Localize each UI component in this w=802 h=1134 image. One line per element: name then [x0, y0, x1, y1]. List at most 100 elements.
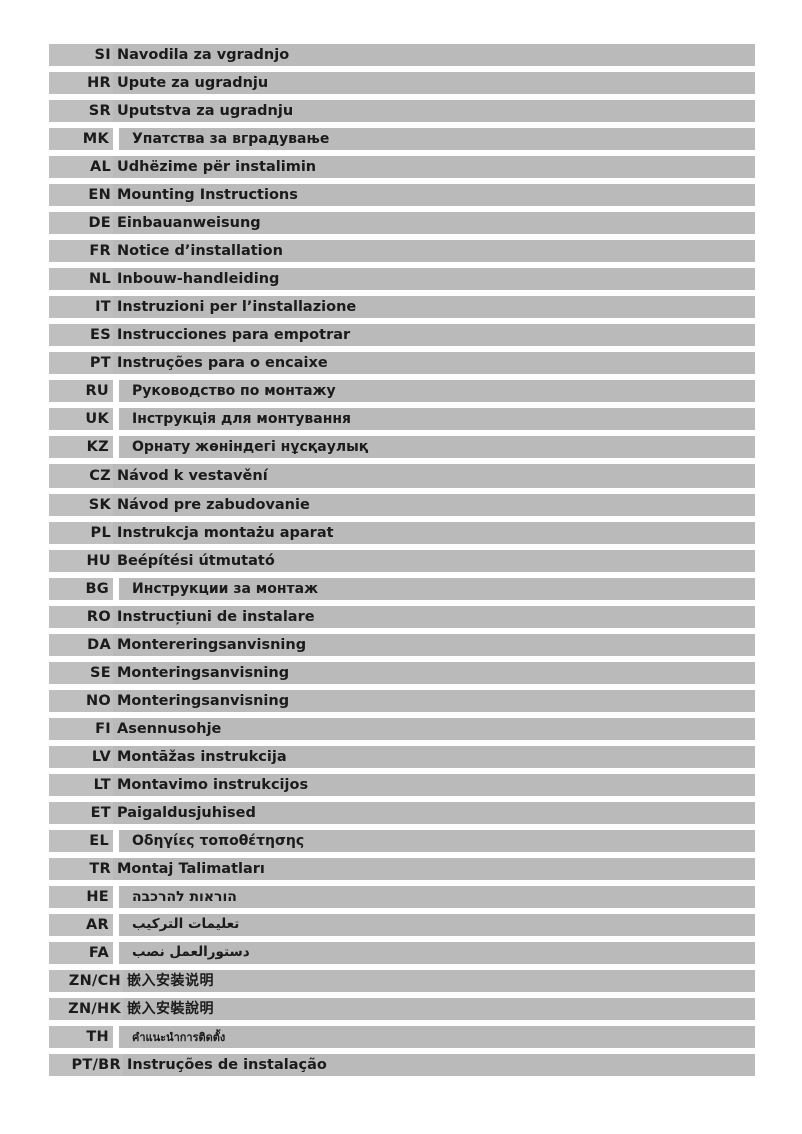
column-gutter: [113, 886, 119, 908]
instruction-text-cell: Navodila za vgradnjo: [113, 44, 755, 66]
language-code-cell: UK: [49, 408, 113, 430]
column-gutter: [113, 128, 119, 150]
instruction-text: Οδηγίες τοποθέτησης: [132, 833, 305, 849]
language-code: HE: [86, 888, 109, 905]
language-code-cell: IT: [49, 296, 113, 318]
instruction-text: Instruzioni per l’installazione: [117, 298, 357, 315]
instruction-text: Montaj Talimatları: [117, 860, 265, 877]
language-code: ZN/HK: [68, 1000, 121, 1017]
instruction-text: 嵌入安装说明: [127, 973, 214, 989]
instruction-text-cell: Instrucciones para empotrar: [113, 324, 755, 346]
instruction-text-cell: Montāžas instrukcija: [113, 746, 755, 768]
instruction-text: Monteringsanvisning: [117, 692, 290, 709]
language-code: DA: [87, 636, 111, 653]
language-code: FA: [88, 944, 109, 961]
column-gutter: [113, 578, 119, 600]
instruction-text-cell: Návod k vestavění: [113, 464, 755, 488]
language-code: LV: [91, 748, 111, 765]
instruction-text-cell: Udhëzime për instalimin: [113, 156, 755, 178]
language-code-cell: SE: [49, 662, 113, 684]
language-code-cell: AL: [49, 156, 113, 178]
instruction-text-cell: Asennusohje: [113, 718, 755, 740]
instruction-text-cell: Οδηγίες τοποθέτησης: [119, 830, 755, 852]
language-code: LT: [93, 776, 111, 793]
language-code: KZ: [86, 438, 109, 455]
language-code-cell: PL: [49, 522, 113, 544]
language-code-cell: RO: [49, 606, 113, 628]
language-row: ZN/HK 嵌入安裝說明: [49, 998, 755, 1020]
language-code: DE: [88, 214, 111, 231]
language-code-cell: TR: [49, 858, 113, 880]
instruction-text: Udhëzime për instalimin: [117, 158, 317, 175]
language-row: IT Instruzioni per l’installazione: [49, 296, 755, 318]
language-row: PL Instrukcja montażu aparat: [49, 522, 755, 544]
column-gutter: [113, 830, 119, 852]
language-code-cell: SR: [49, 100, 113, 122]
language-code: SR: [88, 102, 111, 119]
instruction-text: تعليمات التركيب: [132, 916, 240, 933]
language-row: TH คำแนะนำการติดตั้ง: [49, 1026, 755, 1048]
instruction-text: Instruções para o encaixe: [117, 354, 328, 371]
language-row: MK Упатства за вградување: [49, 128, 755, 150]
instruction-text: Uputstva za ugradnju: [117, 102, 294, 119]
instruction-text-cell: Інструкція для монтування: [119, 408, 755, 430]
instruction-text: Montavimo instrukcijos: [117, 776, 309, 793]
language-row: SK Návod pre zabudovanie: [49, 494, 755, 516]
instruction-text: הוראות להרכבה: [132, 889, 237, 905]
instruction-text: คำแนะนำการติดตั้ง: [132, 1030, 226, 1044]
language-code: EL: [89, 832, 109, 849]
instruction-text: Navodila za vgradnjo: [117, 46, 290, 63]
language-code-cell: NO: [49, 690, 113, 712]
instruction-text-cell: Upute za ugradnju: [113, 72, 755, 94]
instruction-text: Mounting Instructions: [117, 186, 298, 203]
language-row: SI Navodila za vgradnjo: [49, 44, 755, 66]
column-gutter: [113, 1026, 119, 1048]
language-index-list: SI Navodila za vgradnjo HR Upute za ugradnj…: [49, 44, 755, 1082]
instruction-text-cell: 嵌入安裝說明: [123, 998, 755, 1020]
language-row: LT Montavimo instrukcijos: [49, 774, 755, 796]
instruction-text: Einbauanweisung: [117, 214, 261, 231]
language-row: CZ Návod k vestavění: [49, 464, 755, 488]
language-code: RU: [85, 382, 109, 399]
language-code-cell: RU: [49, 380, 113, 402]
language-code-cell: NL: [49, 268, 113, 290]
language-row: ES Instrucciones para empotrar: [49, 324, 755, 346]
instruction-text-cell: Notice d’installation: [113, 240, 755, 262]
language-code-cell: PT/BR: [49, 1054, 123, 1076]
instruction-text: Upute za ugradnju: [117, 74, 269, 91]
instruction-text-cell: Beépítési útmutató: [113, 550, 755, 572]
instruction-text-cell: Uputstva za ugradnju: [113, 100, 755, 122]
language-row: DE Einbauanweisung: [49, 212, 755, 234]
instruction-text-cell: Montaj Talimatları: [113, 858, 755, 880]
instruction-text-cell: הוראות להרכבה: [119, 886, 755, 908]
language-code: FI: [95, 720, 111, 737]
language-code: TH: [86, 1028, 109, 1045]
language-code: TR: [89, 860, 111, 877]
language-code-cell: EL: [49, 830, 113, 852]
language-row: EN Mounting Instructions: [49, 184, 755, 206]
language-row: BG Инструкции за монтаж: [49, 578, 755, 600]
instruction-text: Návod k vestavění: [117, 467, 268, 484]
instruction-text-cell: Inbouw-handleiding: [113, 268, 755, 290]
instruction-text-cell: Instruções de instalação: [123, 1054, 755, 1076]
language-code: SI: [94, 46, 111, 63]
language-row: NL Inbouw-handleiding: [49, 268, 755, 290]
language-code-cell: HR: [49, 72, 113, 94]
instruction-text-cell: คำแนะนำการติดตั้ง: [119, 1026, 755, 1048]
instruction-text-cell: Орнату жөніндегі нұсқаулық: [119, 436, 755, 458]
instruction-text: Інструкція для монтування: [132, 411, 352, 427]
language-code: PT: [89, 354, 111, 371]
language-row: RO Instrucțiuni de instalare: [49, 606, 755, 628]
instruction-text-cell: Monteringsanvisning: [113, 662, 755, 684]
instruction-text-cell: Monteringsanvisning: [113, 690, 755, 712]
column-gutter: [113, 408, 119, 430]
instruction-text: Montāžas instrukcija: [117, 748, 287, 765]
language-code-cell: BG: [49, 578, 113, 600]
language-code: HR: [87, 74, 111, 91]
language-row: HR Upute za ugradnju: [49, 72, 755, 94]
instruction-text-cell: دستورالعمل نصب: [119, 942, 755, 964]
language-code: EN: [88, 186, 111, 203]
language-code-cell: ZN/CH: [49, 970, 123, 992]
instruction-text: Návod pre zabudovanie: [117, 496, 310, 513]
